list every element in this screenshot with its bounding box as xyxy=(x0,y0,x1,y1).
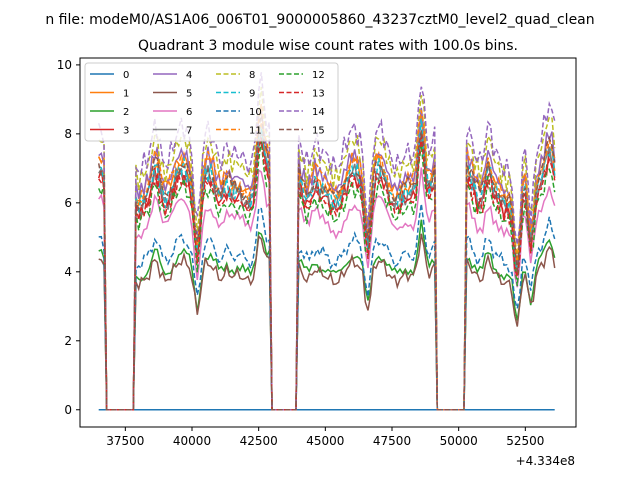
plot-frame xyxy=(79,57,577,428)
legend-label-0: 0 xyxy=(123,70,129,81)
legend-label-6: 6 xyxy=(186,107,192,118)
x-axis: 37500 40000 42500 45000 47500 50000 52500 xyxy=(106,427,544,448)
y-tick-label: 0 xyxy=(64,403,72,417)
series-line-5 xyxy=(98,233,556,411)
series-line-11 xyxy=(98,103,556,411)
series-line-6 xyxy=(98,167,556,411)
legend-label-5: 5 xyxy=(186,89,192,100)
legend-label-14: 14 xyxy=(312,107,325,118)
series-line-15 xyxy=(97,111,556,411)
series-line-8 xyxy=(98,86,556,411)
legend-label-13: 13 xyxy=(312,89,325,100)
legend-label-8: 8 xyxy=(249,70,255,81)
chart-suptitle: n file: modeM0/AS1A06_006T01_9000005860_… xyxy=(45,12,594,28)
x-tick-label: 52500 xyxy=(506,434,544,448)
legend-label-12: 12 xyxy=(312,70,325,81)
legend-label-2: 2 xyxy=(123,107,129,118)
legend-label-11: 11 xyxy=(249,126,262,137)
y-tick-label: 8 xyxy=(64,127,72,141)
x-tick-label: 47500 xyxy=(373,434,411,448)
chart-title: Quadrant 3 module wise count rates with … xyxy=(138,38,518,54)
x-offset-label: +4.334e8 xyxy=(516,454,575,468)
series-line-13 xyxy=(98,136,556,411)
series-layer xyxy=(97,72,556,411)
legend-label-4: 4 xyxy=(186,70,192,81)
y-tick-label: 10 xyxy=(57,58,72,72)
x-tick-label: 37500 xyxy=(106,434,144,448)
y-tick-label: 2 xyxy=(64,334,72,348)
series-line-10 xyxy=(98,203,556,411)
series-line-12 xyxy=(98,140,556,411)
y-tick-label: 4 xyxy=(64,265,72,279)
legend-label-3: 3 xyxy=(123,126,129,137)
legend-label-7: 7 xyxy=(186,126,192,137)
legend-box xyxy=(84,62,339,142)
x-tick-label: 40000 xyxy=(173,434,211,448)
legend-label-15: 15 xyxy=(312,126,325,137)
legend-label-1: 1 xyxy=(123,89,129,100)
y-tick-label: 6 xyxy=(64,196,72,210)
legend-label-10: 10 xyxy=(249,107,262,118)
legend-label-9: 9 xyxy=(249,89,255,100)
x-tick-label: 50000 xyxy=(440,434,478,448)
y-axis: 0 2 4 6 8 10 xyxy=(57,58,80,417)
series-line-9 xyxy=(98,118,556,411)
series-line-14 xyxy=(97,72,556,411)
x-tick-label: 45000 xyxy=(306,434,344,448)
series-line-2 xyxy=(98,219,556,411)
x-tick-label: 42500 xyxy=(240,434,278,448)
